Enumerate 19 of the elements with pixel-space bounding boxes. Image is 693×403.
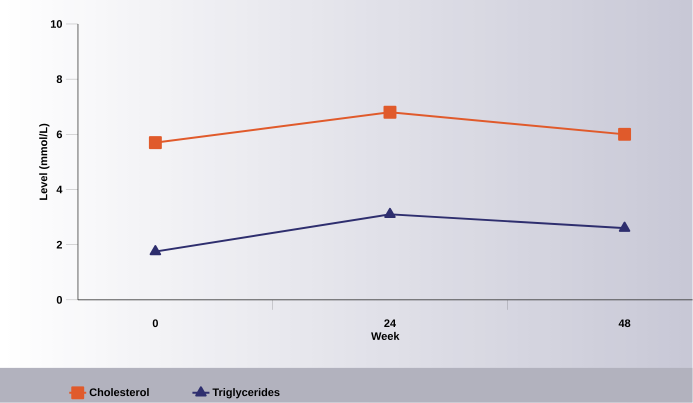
y-tick-label: 4: [56, 186, 62, 194]
y-tick-label: 10: [50, 20, 62, 28]
point: [384, 208, 396, 218]
legend-label: Triglycerides: [212, 388, 280, 398]
point: [384, 106, 396, 119]
y-tick-label: 0: [56, 296, 62, 304]
x-axis-title: Week: [371, 332, 400, 340]
point: [150, 245, 162, 256]
point: [618, 128, 632, 141]
point: [618, 222, 630, 232]
y-tick-label: 6: [56, 130, 62, 138]
y-axis-title: Level (mmol/L): [39, 124, 50, 200]
x-tick-label: 24: [384, 319, 396, 328]
legend-label: Cholesterol: [90, 388, 149, 396]
y-tick-label: 2: [56, 240, 62, 249]
point: [148, 136, 162, 150]
x-tick-label: 0: [152, 319, 158, 328]
x-tick-label: 48: [618, 319, 630, 328]
y-tick-label: 8: [56, 75, 62, 84]
